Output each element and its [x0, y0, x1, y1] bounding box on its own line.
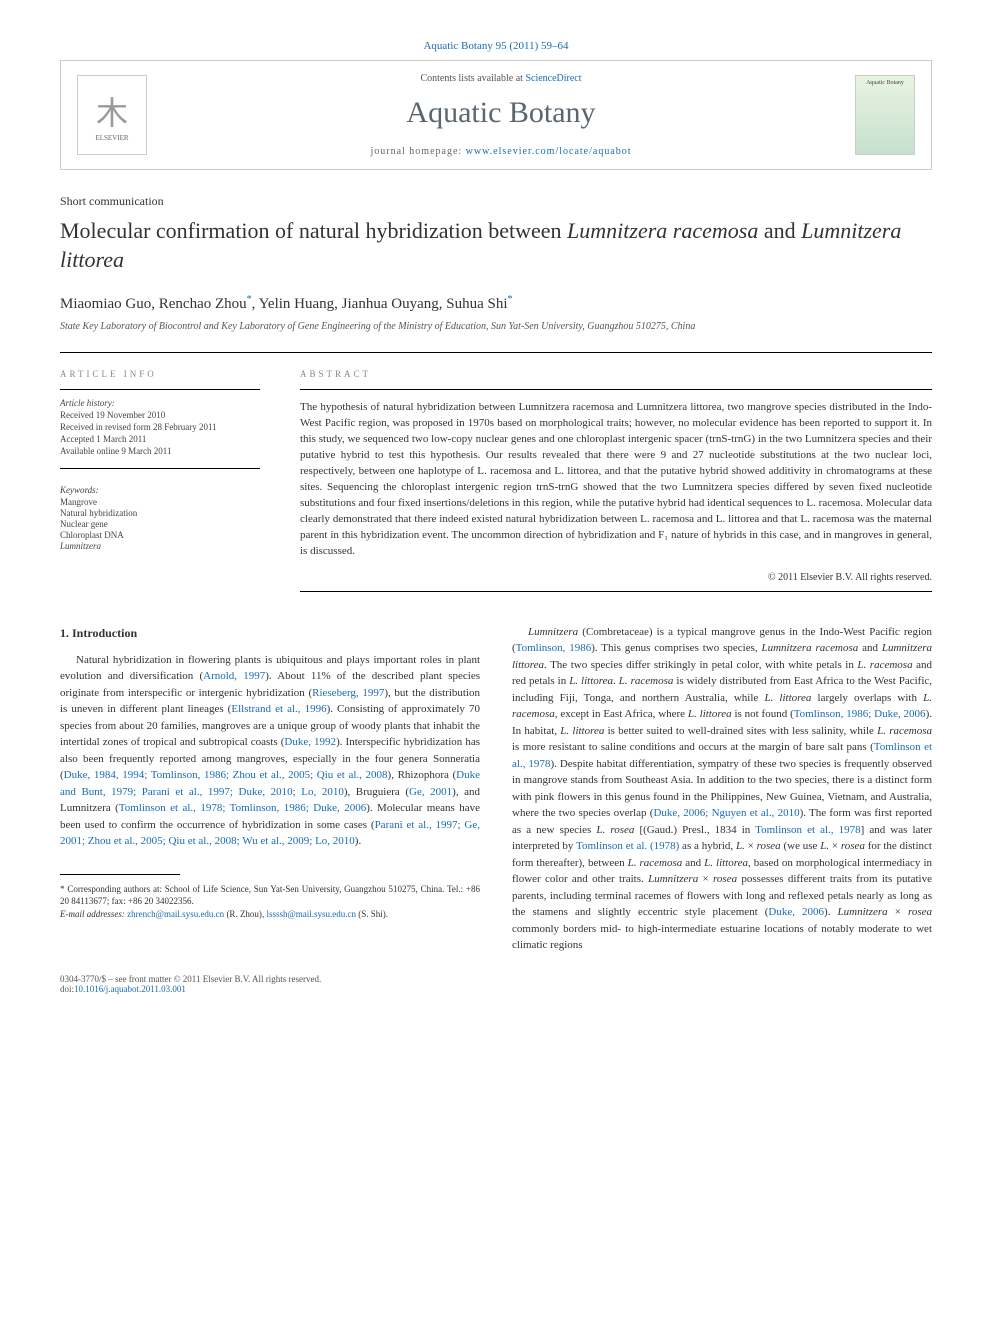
email-who: (S. Shi)	[358, 909, 386, 919]
body-two-column: 1. Introduction Natural hybridization in…	[60, 624, 932, 954]
abstract-column: ABSTRACT The hypothesis of natural hybri…	[300, 369, 932, 591]
abstract-rule	[300, 591, 932, 592]
copyright-line: © 2011 Elsevier B.V. All rights reserved…	[300, 572, 932, 583]
abstract-rule	[300, 389, 932, 390]
journal-cover-thumbnail: Aquatic Botany	[855, 75, 915, 155]
body-paragraph: LumnitzeraLumnitzera (Combretaceae) is a…	[512, 624, 932, 954]
article-title: Molecular confirmation of natural hybrid…	[60, 217, 932, 274]
author: Jianhua Ouyang	[342, 296, 439, 312]
corresponding-footnote: * Corresponding authors at: School of Li…	[60, 883, 480, 908]
corresponding-mark[interactable]: *	[508, 296, 513, 312]
history-line: Received 19 November 2010	[60, 410, 260, 420]
history-label: Article history:	[60, 398, 260, 408]
citation-link[interactable]: Tomlinson et al., 1978	[512, 741, 932, 770]
keyword: Natural hybridization	[60, 508, 260, 518]
cover-label: Aquatic Botany	[866, 80, 904, 86]
citation-link[interactable]: Duke, 1984, 1994; Tomlinson, 1986; Zhou …	[64, 769, 388, 781]
journal-header: ⽊ ELSEVIER Contents lists available at S…	[60, 60, 932, 170]
email-link[interactable]: zhrench@mail.sysu.edu.cn	[127, 909, 224, 919]
keyword: Mangrove	[60, 497, 260, 507]
history-line: Available online 9 March 2011	[60, 446, 260, 456]
journal-name: Aquatic Botany	[167, 96, 835, 130]
doi-link[interactable]: 10.1016/j.aquabot.2011.03.001	[74, 984, 186, 994]
email-label: E-mail addresses:	[60, 909, 125, 919]
footnotes-block: * Corresponding authors at: School of Li…	[60, 883, 480, 921]
abstract-text: The hypothesis of natural hybridization …	[300, 400, 932, 559]
citation-link[interactable]: Duke, 2006; Nguyen et al., 2010	[653, 807, 799, 819]
citation-link[interactable]: Tomlinson, 1986; Duke, 2006	[794, 708, 926, 720]
title-species: Lumnitzera racemosa	[567, 218, 758, 243]
keyword: Chloroplast DNA	[60, 530, 260, 540]
affiliation: State Key Laboratory of Biocontrol and K…	[60, 321, 932, 332]
contents-prefix: Contents lists available at	[420, 73, 525, 84]
keywords-label: Keywords:	[60, 485, 260, 495]
elsevier-tree-icon: ⽊	[96, 88, 128, 134]
citation-link[interactable]: Ge, 2001	[409, 786, 452, 798]
section-heading: 1. Introduction	[60, 624, 480, 642]
title-part: and	[758, 218, 801, 243]
body-text: Lumnitzera	[528, 626, 578, 638]
corresponding-mark[interactable]: *	[247, 296, 252, 312]
keyword: Lumnitzera	[60, 541, 260, 551]
author: Miaomiao Guo	[60, 296, 151, 312]
citation-link[interactable]: Duke, 2006	[768, 906, 824, 918]
elsevier-label: ELSEVIER	[95, 134, 128, 142]
body-text: ).	[355, 835, 361, 847]
citation-link[interactable]: Tomlinson et al., 1978	[755, 824, 860, 836]
citation-link[interactable]: Arnold, 1997	[203, 670, 265, 682]
history-line: Received in revised form 28 February 201…	[60, 422, 260, 432]
journal-citation-top: Aquatic Botany 95 (2011) 59–64	[60, 40, 932, 52]
footnote-separator	[60, 874, 180, 875]
homepage-link[interactable]: www.elsevier.com/locate/aquabot	[466, 146, 632, 157]
page-footer: 0304-3770/$ – see front matter © 2011 El…	[60, 974, 932, 994]
citation-link[interactable]: Tomlinson et al., 1978; Tomlinson, 1986;…	[119, 802, 366, 814]
homepage-prefix: journal homepage:	[370, 146, 465, 157]
info-abstract-row: ARTICLE INFO Article history: Received 1…	[60, 352, 932, 591]
history-line: Accepted 1 March 2011	[60, 434, 260, 444]
citation-link[interactable]: Duke, 1992	[284, 736, 336, 748]
info-rule	[60, 389, 260, 390]
article-type: Short communication	[60, 194, 932, 209]
citation-link[interactable]: Ellstrand et al., 1996	[231, 703, 326, 715]
email-link[interactable]: lssssh@mail.sysu.edu.cn	[266, 909, 356, 919]
keyword: Nuclear gene	[60, 519, 260, 529]
header-center: Contents lists available at ScienceDirec…	[167, 73, 835, 157]
footer-left: 0304-3770/$ – see front matter © 2011 El…	[60, 974, 321, 994]
article-info-column: ARTICLE INFO Article history: Received 1…	[60, 369, 260, 591]
front-matter-line: 0304-3770/$ – see front matter © 2011 El…	[60, 974, 321, 984]
keywords-block: Keywords: Mangrove Natural hybridization…	[60, 485, 260, 551]
contents-line: Contents lists available at ScienceDirec…	[167, 73, 835, 84]
email-who: (R. Zhou)	[226, 909, 262, 919]
body-text: ), Bruguiera (	[344, 786, 409, 798]
title-part: Molecular confirmation of natural hybrid…	[60, 218, 567, 243]
body-text: ), Rhizophora (	[388, 769, 457, 781]
author: Renchao Zhou	[159, 296, 247, 312]
doi-line: doi:10.1016/j.aquabot.2011.03.001	[60, 984, 321, 994]
abstract-heading: ABSTRACT	[300, 369, 932, 379]
body-paragraph: Natural hybridization in flowering plant…	[60, 652, 480, 850]
sciencedirect-link[interactable]: ScienceDirect	[525, 73, 581, 84]
citation-link[interactable]: Tomlinson et al. (1978)	[576, 840, 679, 852]
elsevier-logo: ⽊ ELSEVIER	[77, 75, 147, 155]
author: Yelin Huang	[259, 296, 335, 312]
email-footnote: E-mail addresses: zhrench@mail.sysu.edu.…	[60, 908, 480, 921]
info-rule	[60, 468, 260, 469]
citation-link[interactable]: Tomlinson, 1986	[516, 642, 592, 654]
doi-prefix: doi:	[60, 984, 74, 994]
authors-line: Miaomiao Guo, Renchao Zhou*, Yelin Huang…	[60, 294, 932, 313]
journal-homepage-line: journal homepage: www.elsevier.com/locat…	[167, 146, 835, 157]
citation-link[interactable]: Rieseberg, 1997	[312, 687, 384, 699]
journal-citation-link[interactable]: Aquatic Botany 95 (2011) 59–64	[423, 40, 568, 52]
info-heading: ARTICLE INFO	[60, 369, 260, 379]
author: Suhua Shi	[446, 296, 507, 312]
